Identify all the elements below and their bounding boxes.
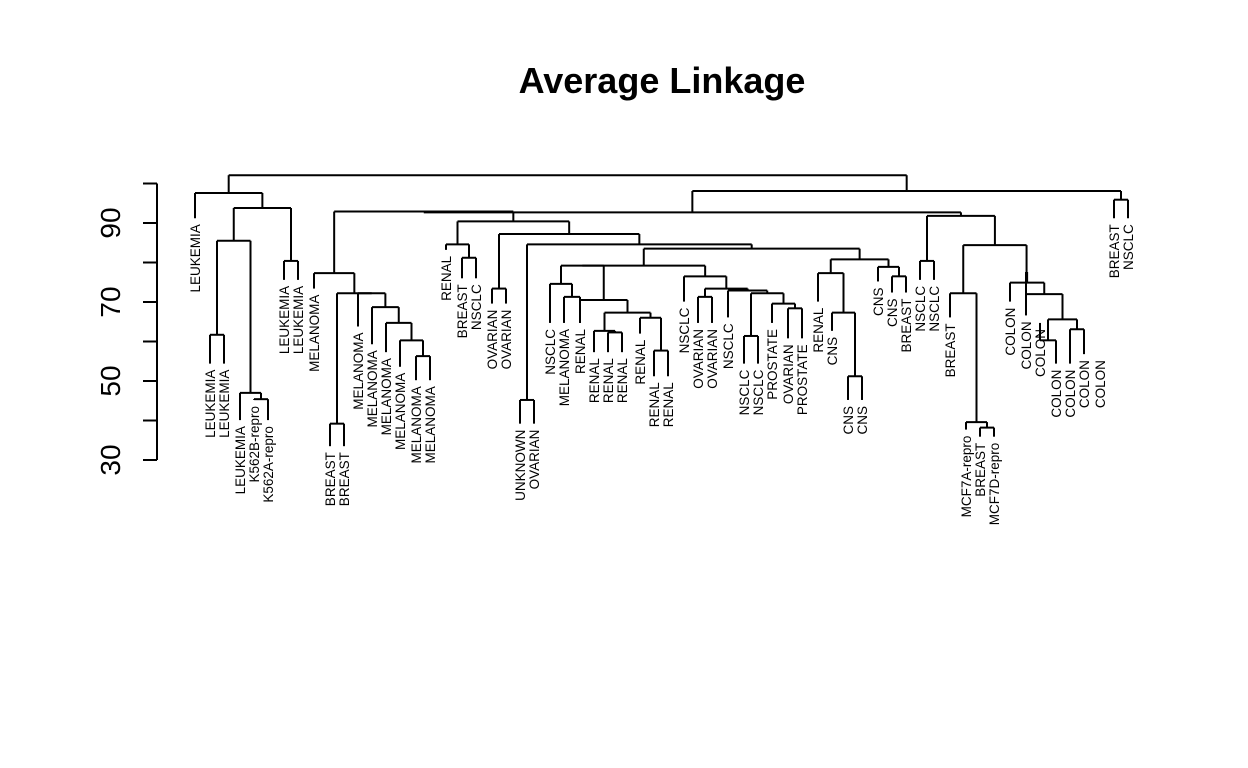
leaf-label: UNKNOWN bbox=[513, 430, 528, 501]
leaf-label: LEUKEMIA bbox=[291, 286, 306, 354]
leaf-label: NSCLC bbox=[1121, 224, 1136, 270]
leaf-label: NSCLC bbox=[721, 323, 736, 369]
leaf-label: MELANOMA bbox=[365, 350, 380, 427]
leaf-label: BREAST bbox=[943, 323, 958, 377]
leaf-label: RENAL bbox=[439, 255, 454, 301]
leaf-label: NSCLC bbox=[543, 329, 558, 375]
leaf-label: CNS bbox=[825, 337, 840, 366]
leaf-label: NSCLC bbox=[469, 284, 484, 330]
leaf-label: RENAL bbox=[661, 382, 676, 428]
leaf-label: OVARIAN bbox=[691, 329, 706, 389]
leaf-label: CNS bbox=[871, 287, 886, 316]
leaf-label: PROSTATE bbox=[795, 344, 810, 415]
leaf-label: OVARIAN bbox=[527, 430, 542, 490]
leaf-label: NSCLC bbox=[913, 286, 928, 332]
leaf-label: MELANOMA bbox=[351, 332, 366, 409]
y-tick-label: 70 bbox=[95, 286, 126, 317]
leaf-label: LEUKEMIA bbox=[233, 426, 248, 494]
leaf-label: BREAST bbox=[337, 452, 352, 506]
leaf-label: RENAL bbox=[647, 382, 662, 428]
leaf-label: MCF7A-repro bbox=[959, 436, 974, 518]
leaf-label: BREAST bbox=[323, 452, 338, 506]
y-tick-label: 30 bbox=[95, 444, 126, 475]
leaf-label: NSCLC bbox=[751, 369, 766, 415]
leaf-label: COLON bbox=[1063, 370, 1078, 418]
leaf-label: COLON bbox=[1093, 360, 1108, 408]
leaf-label: OVARIAN bbox=[705, 329, 720, 389]
leaf-label: BREAST bbox=[973, 443, 988, 497]
leaf-label: RENAL bbox=[615, 358, 630, 404]
leaf-label: NSCLC bbox=[677, 307, 692, 353]
leaf-label: OVARIAN bbox=[781, 344, 796, 404]
leaf-label: COLON bbox=[1033, 329, 1048, 377]
leaf-label: BREAST bbox=[899, 299, 914, 353]
y-axis: 30 50 70 90 bbox=[95, 182, 158, 476]
leaf-label: RENAL bbox=[633, 339, 648, 385]
leaf-label: CNS bbox=[841, 406, 856, 435]
y-tick-label: 50 bbox=[95, 365, 126, 396]
leaf-label: MELANOMA bbox=[393, 373, 408, 450]
leaf-label: K562B-repro bbox=[247, 406, 262, 483]
leaf-label: PROSTATE bbox=[765, 329, 780, 400]
leaf-label: RENAL bbox=[601, 358, 616, 404]
leaf-label: OVARIAN bbox=[499, 310, 514, 370]
leaf-label: LEUKEMIA bbox=[217, 370, 232, 438]
leaf-label: COLON bbox=[1019, 321, 1034, 369]
leaf-label: LEUKEMIA bbox=[188, 224, 203, 292]
leaf-label: CNS bbox=[855, 406, 870, 435]
leaf-label: CNS bbox=[885, 299, 900, 328]
leaf-label: MELANOMA bbox=[423, 386, 438, 463]
leaf-label: RENAL bbox=[573, 328, 588, 374]
leaf-label: LEUKEMIA bbox=[203, 370, 218, 438]
leaf-label: OVARIAN bbox=[485, 310, 500, 370]
leaf-label: RENAL bbox=[811, 307, 826, 353]
leaf-label: LEUKEMIA bbox=[277, 286, 292, 354]
leaf-label: BREAST bbox=[455, 284, 470, 338]
leaf-label: K562A-repro bbox=[261, 426, 276, 503]
leaf-label: COLON bbox=[1077, 360, 1092, 408]
leaf-label: NSCLC bbox=[737, 369, 752, 415]
leaf-label: RENAL bbox=[587, 358, 602, 404]
leaf-label: BREAST bbox=[1107, 224, 1122, 278]
leaf-label: COLON bbox=[1049, 370, 1064, 418]
leaf-label: MELANOMA bbox=[379, 358, 394, 435]
leaf-label: MCF7D-repro bbox=[987, 443, 1002, 526]
dendrogram-links bbox=[194, 174, 1129, 447]
chart-title: Average Linkage bbox=[519, 60, 806, 101]
leaf-label: MELANOMA bbox=[557, 329, 572, 406]
leaf-label: COLON bbox=[1003, 308, 1018, 356]
leaf-label: NSCLC bbox=[927, 286, 942, 332]
y-tick-label: 90 bbox=[95, 207, 126, 238]
leaf-label: MELANOMA bbox=[409, 386, 424, 463]
leaf-label: MELANOMA bbox=[307, 295, 322, 372]
